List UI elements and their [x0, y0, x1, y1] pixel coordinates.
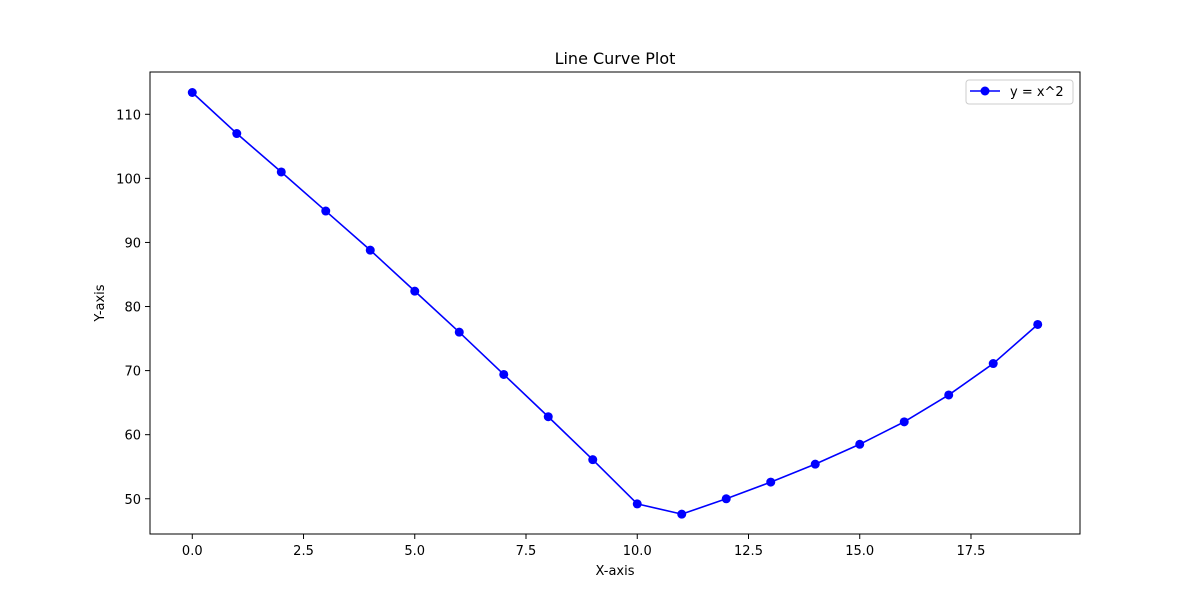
data-point: [454, 327, 464, 337]
x-tick-label: 5.0: [404, 544, 425, 559]
y-axis-label: Y-axis: [93, 284, 108, 322]
series-layer: [187, 88, 1043, 519]
data-point: [855, 439, 865, 449]
y-tick-label: 70: [124, 365, 141, 380]
data-point: [677, 509, 687, 519]
x-tick-label: 17.5: [957, 544, 986, 559]
data-point: [988, 359, 998, 369]
data-point: [499, 369, 509, 379]
x-tick-label: 12.5: [734, 544, 763, 559]
data-point: [276, 167, 286, 177]
data-point: [944, 390, 954, 400]
data-point: [721, 494, 731, 504]
x-axis-label: X-axis: [596, 564, 635, 579]
data-point: [365, 245, 375, 255]
data-point: [766, 477, 776, 487]
legend-box: [965, 79, 1074, 105]
x-tick-label: 7.5: [516, 544, 537, 559]
legend: y = x^2: [965, 79, 1074, 105]
data-point: [187, 88, 197, 98]
x-axis-ticks: 0.0 2.5 5.0 7.5 10.0 12.5 15.0 17.5: [182, 534, 986, 559]
data-point: [632, 499, 642, 509]
y-axis-ticks: 50 60 70 80 90 100 110: [116, 108, 150, 508]
y-tick-label: 80: [124, 301, 141, 316]
series-line: [191, 91, 1039, 515]
data-point: [1033, 319, 1043, 329]
x-tick-label: 10.0: [623, 544, 652, 559]
data-point: [899, 417, 909, 427]
y-tick-label: 100: [116, 172, 141, 187]
data-point: [321, 206, 331, 216]
plot-area-frame: [149, 71, 1081, 535]
x-tick-label: 15.0: [845, 544, 874, 559]
data-point: [232, 129, 242, 139]
legend-label: y = x^2: [1010, 85, 1064, 100]
y-tick-label: 110: [116, 108, 141, 123]
legend-marker-sample: [980, 86, 990, 96]
y-tick-label: 90: [124, 236, 141, 251]
chart-title: Line Curve Plot: [555, 49, 676, 68]
x-tick-label: 2.5: [293, 544, 314, 559]
data-point: [588, 455, 598, 465]
y-tick-label: 60: [124, 429, 141, 444]
data-point: [410, 286, 420, 296]
data-point: [810, 459, 820, 469]
data-point: [543, 412, 553, 422]
x-tick-label: 0.0: [182, 544, 203, 559]
y-tick-label: 50: [124, 493, 141, 508]
